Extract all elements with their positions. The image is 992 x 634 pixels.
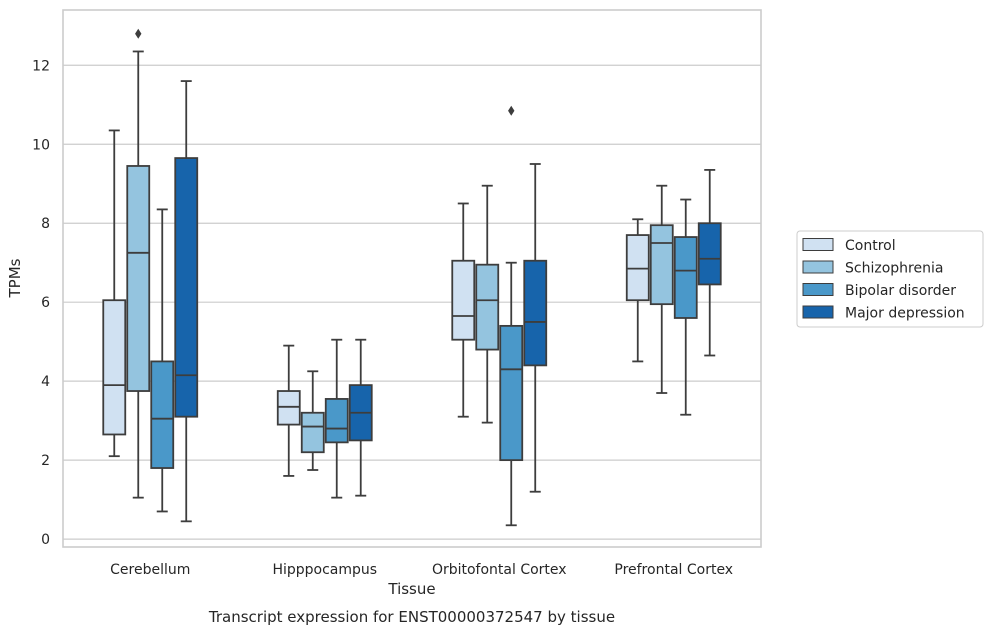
legend-swatch	[802, 283, 834, 296]
legend-swatch	[802, 238, 834, 251]
box-control	[276, 344, 301, 477]
x-axis-label: Tissue	[387, 580, 435, 598]
box-schizophrenia	[126, 28, 151, 499]
box-bipolar-disorder	[499, 105, 524, 527]
box-schizophrenia	[475, 184, 500, 424]
box-major-depression	[523, 163, 548, 493]
legend: Control Schizophrenia Bipolar disorder Majo…	[796, 230, 984, 328]
box-body	[697, 222, 722, 286]
x-tick-label: Orbitofontal Cortex	[432, 562, 567, 578]
x-tick-label: Cerebellum	[110, 562, 190, 578]
y-tick-label: 8	[41, 216, 50, 232]
box-body	[102, 299, 127, 436]
y-axis-label: TPMs	[6, 258, 24, 298]
x-tick-label: Prefrontal Cortex	[614, 562, 733, 578]
y-tick-label: 12	[32, 58, 50, 74]
box-major-depression	[697, 169, 722, 357]
box-bipolar-disorder	[324, 338, 349, 499]
outlier-point	[135, 28, 142, 39]
legend-label: Schizophrenia	[845, 261, 943, 277]
box-body	[523, 259, 548, 367]
box-schizophrenia	[300, 370, 325, 471]
x-tick-label: Hipppocampus	[272, 562, 377, 578]
box-control	[102, 129, 127, 458]
boxes	[102, 28, 722, 527]
box-body	[673, 236, 698, 319]
y-tick-label: 0	[41, 532, 50, 548]
box-body	[126, 165, 151, 392]
legend-label: Bipolar disorder	[845, 283, 956, 299]
box-body	[276, 390, 301, 426]
y-tick-label: 4	[41, 374, 50, 390]
box-body	[499, 324, 524, 462]
legend-frame	[796, 230, 984, 328]
legend-label: Major depression	[845, 306, 965, 322]
box-body	[649, 224, 674, 306]
box-body	[150, 360, 175, 469]
outlier-point	[508, 105, 515, 116]
y-tick-label: 10	[32, 137, 50, 153]
box-control	[451, 202, 476, 418]
box-body	[475, 263, 500, 351]
box-body	[174, 157, 199, 418]
y-tick-label: 2	[41, 453, 50, 469]
box-body	[451, 259, 476, 341]
y-axis-ticks: 0 2 4 6 8 10 12	[32, 58, 50, 548]
plot-frame	[62, 9, 762, 548]
box-body	[324, 398, 349, 444]
legend-swatch	[802, 305, 834, 319]
legend-label: Control	[845, 238, 896, 254]
chart-caption: Transcript expression for ENST0000037254…	[208, 608, 615, 626]
box-bipolar-disorder	[150, 208, 175, 513]
box-schizophrenia	[649, 184, 674, 394]
legend-swatch	[802, 260, 834, 274]
box-major-depression	[174, 80, 199, 523]
box-bipolar-disorder	[673, 198, 698, 416]
box-major-depression	[348, 338, 373, 497]
box-body	[625, 234, 650, 302]
box-body	[300, 411, 325, 454]
x-axis-ticks: Cerebellum Hipppocampus Orbitofontal Corte…	[110, 562, 733, 578]
y-tick-label: 6	[41, 295, 50, 311]
box-control	[625, 218, 650, 363]
